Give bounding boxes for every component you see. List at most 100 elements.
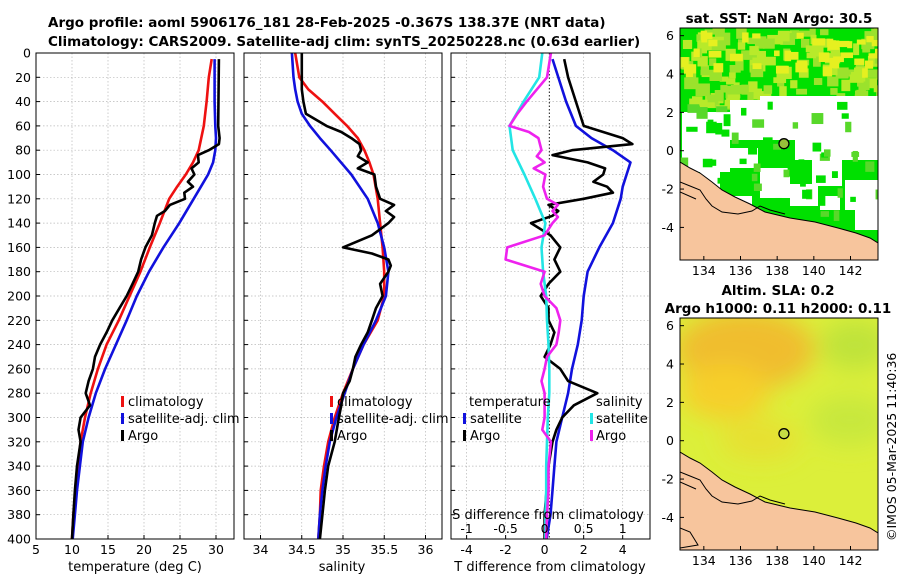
- sst-patch-ocean: [707, 119, 714, 128]
- sst-patch-warm: [862, 68, 868, 78]
- series-line-climatology: [293, 53, 386, 539]
- s-x-tick-label: 0.5: [574, 521, 594, 536]
- sst-patch: [876, 88, 878, 100]
- x-tick-label: 5: [32, 542, 40, 557]
- sst-cloud-gap: [855, 210, 878, 230]
- sst-patch-ocean: [687, 104, 700, 113]
- temperature-lines: [70, 58, 221, 539]
- sst-patch: [700, 69, 715, 76]
- sst-patch: [699, 99, 715, 108]
- sst-patch: [709, 71, 723, 81]
- x-tick-label: 34.5: [288, 542, 316, 557]
- sst-patch-warm: [775, 65, 789, 74]
- sst-patch: [729, 72, 736, 79]
- sst-patch: [830, 88, 838, 95]
- sst-patch: [697, 56, 708, 67]
- sst-patch: [747, 37, 761, 45]
- temperature-panel: 0 20 40 60 80 100 120 140 160 180 200 220 240 260 280 3…: [7, 46, 239, 576]
- sla-map-title-line1: Altim. SLA: 0.2: [721, 283, 834, 299]
- figure-title-line2: Climatology: CARS2009. Satellite-adj cli…: [48, 34, 640, 50]
- sst-patch-ocean: [723, 114, 731, 127]
- sst-patch-ocean: [715, 122, 723, 135]
- legend-salinity-title: salinity: [596, 395, 643, 410]
- difference-panel: -4 -2 0 2 4 -1 -0.5 0 0.5 1 S difference from cl…: [450, 52, 651, 575]
- sst-patch: [730, 84, 739, 91]
- sst-patch-ocean: [752, 119, 765, 128]
- sst-patch-ocean: [751, 173, 758, 182]
- sst-patch-ocean: [721, 129, 730, 137]
- x-tick-label: 34: [253, 542, 269, 557]
- map-x-tick-label: 140: [802, 263, 826, 278]
- sst-patch-ocean: [696, 107, 708, 119]
- depth-tick-label: 80: [15, 143, 31, 158]
- depth-tick-label: 360: [7, 483, 31, 498]
- sst-patch: [871, 28, 878, 39]
- sla-map-land: [680, 451, 878, 550]
- sst-patch: [698, 40, 705, 52]
- sst-patch: [835, 67, 849, 79]
- legend-swatch-climatology: [330, 396, 333, 407]
- sst-patch: [813, 78, 823, 85]
- legend-s-satellite: satellite: [596, 412, 648, 427]
- x-tick-label: 20: [136, 542, 152, 557]
- x-tick-label: 15: [100, 542, 116, 557]
- sst-patch-warm: [833, 56, 844, 63]
- legend-swatch-s-satellite: [590, 413, 593, 424]
- x-tick-label: 2: [580, 542, 588, 557]
- legend-swatch-satellite: [121, 413, 124, 424]
- sst-patch-ocean: [753, 183, 762, 191]
- sst-patch: [796, 88, 808, 95]
- sst-patch: [712, 28, 725, 34]
- sst-patch-warm: [827, 40, 840, 50]
- sst-patch-ocean: [841, 113, 849, 119]
- sst-map: sat. SST: NaN Argo: 30.5 134 136 138 140 142…: [662, 11, 879, 278]
- map-y-tick-label: 4: [666, 357, 674, 372]
- sst-patch: [853, 43, 860, 56]
- sst-patch-warm: [837, 40, 850, 48]
- s-difference-x-axis: -1 -0.5 0 0.5 1: [460, 521, 626, 536]
- map-x-tick-label: 136: [729, 263, 753, 278]
- salinity-lines: [290, 53, 396, 539]
- map-y-tick-label: 2: [666, 395, 674, 410]
- depth-tick-label: 280: [7, 386, 31, 401]
- sst-patch-ocean: [802, 189, 812, 199]
- sst-patch-ocean: [680, 157, 689, 167]
- sst-map-coastline: [680, 181, 786, 215]
- sst-patch: [719, 76, 729, 82]
- sst-patch: [800, 38, 810, 48]
- sst-patch: [750, 88, 762, 100]
- sst-patch: [813, 53, 821, 67]
- sla-map-field: [680, 318, 878, 550]
- s-x-tick-label: -1: [460, 521, 472, 536]
- legend-argo: Argo: [128, 429, 158, 444]
- x-tick-label: 35.5: [370, 542, 398, 557]
- legend-s-argo: Argo: [596, 429, 626, 444]
- sst-patch-ocean: [686, 126, 698, 132]
- legend-swatch-climatology: [121, 396, 124, 407]
- sst-patch: [695, 83, 710, 97]
- salinity-x-axis: 34 34.5 35 35.5 36: [253, 542, 434, 557]
- sst-patch-warm: [786, 51, 799, 60]
- map-x-tick-label: 136: [729, 553, 753, 568]
- sst-patch-ocean: [753, 163, 761, 172]
- sst-patch: [737, 42, 746, 50]
- sst-patch: [707, 97, 718, 103]
- sst-cloud-gap: [845, 180, 878, 210]
- sst-patch-warm: [833, 61, 840, 69]
- sst-patch: [790, 80, 798, 89]
- sst-patch: [755, 36, 767, 44]
- sst-patch: [854, 67, 861, 74]
- sst-patch: [851, 71, 866, 82]
- sst-cloud-gap: [795, 140, 878, 160]
- sst-patch: [841, 79, 851, 92]
- sst-patch: [704, 29, 719, 35]
- sst-patch-warm: [681, 57, 689, 67]
- sst-patch: [761, 56, 776, 66]
- sst-patch: [756, 50, 766, 64]
- sst-patch: [827, 76, 839, 87]
- map-y-tick-label: -2: [662, 182, 674, 197]
- sst-patch: [777, 79, 785, 87]
- sla-map: Altim. SLA: 0.2 Argo h1000: 0.11 h2000: …: [662, 283, 892, 568]
- legend-climatology: climatology: [128, 395, 204, 410]
